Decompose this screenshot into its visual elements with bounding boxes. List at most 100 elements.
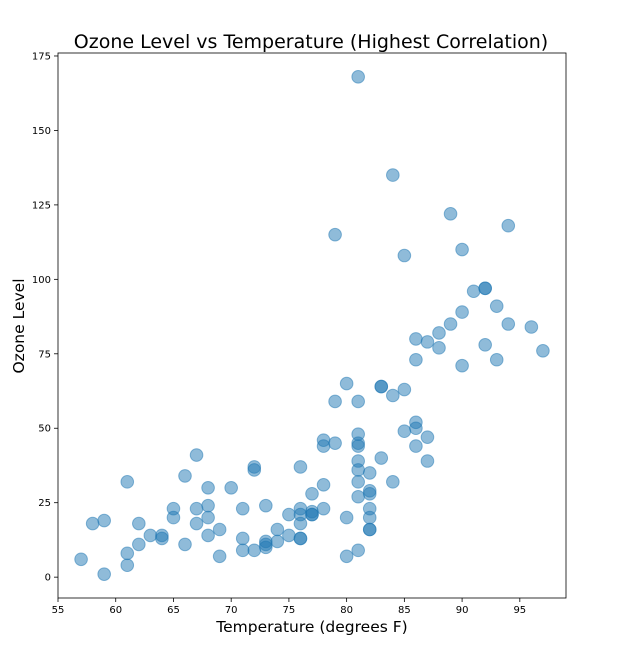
data-point <box>212 522 227 537</box>
x-tick-label: 70 <box>225 605 238 616</box>
data-point <box>166 510 181 525</box>
x-tick-label: 55 <box>52 605 65 616</box>
y-tick-label: 75 <box>38 349 51 360</box>
y-axis-label: Ozone Level <box>10 278 28 373</box>
data-point <box>74 552 88 567</box>
data-point <box>362 486 377 501</box>
data-point <box>212 549 227 564</box>
data-point <box>178 537 192 552</box>
data-point <box>328 227 342 242</box>
x-axis-label: Temperature (degrees F) <box>215 618 407 636</box>
data-point <box>235 501 250 516</box>
data-point <box>85 516 100 531</box>
x-axis-ticks: 55 60 65 70 75 80 85 90 95 <box>52 598 526 616</box>
data-point <box>409 439 423 453</box>
x-tick-label: 60 <box>109 605 122 616</box>
data-point <box>501 218 516 233</box>
data-point <box>420 454 435 468</box>
x-tick-label: 80 <box>340 605 353 616</box>
data-point <box>420 335 435 349</box>
data-point <box>374 379 389 394</box>
data-point <box>489 352 504 367</box>
data-point <box>524 320 539 334</box>
data-point <box>97 513 111 528</box>
points-layer <box>74 70 550 581</box>
y-tick-label: 50 <box>38 424 51 435</box>
data-point <box>201 528 215 543</box>
data-point <box>478 281 492 296</box>
data-point <box>224 481 238 495</box>
x-tick-label: 95 <box>513 605 526 616</box>
data-point <box>293 460 308 474</box>
data-point <box>328 394 342 409</box>
data-point <box>432 341 446 355</box>
data-point <box>316 501 331 516</box>
data-point <box>282 507 296 522</box>
data-point <box>339 376 354 391</box>
data-point <box>397 382 412 397</box>
data-point <box>420 430 435 444</box>
data-point <box>259 540 273 555</box>
data-point <box>305 486 319 501</box>
data-point <box>235 543 250 558</box>
data-point <box>328 436 342 450</box>
data-point <box>189 516 204 531</box>
data-point <box>501 317 516 331</box>
y-tick-label: 0 <box>45 573 51 584</box>
data-point <box>235 531 250 546</box>
data-point <box>351 394 365 409</box>
y-tick-label: 150 <box>32 126 51 137</box>
data-point <box>351 70 365 84</box>
data-point <box>120 546 135 561</box>
data-point <box>386 168 400 182</box>
data-point <box>247 463 262 477</box>
data-point <box>455 305 469 319</box>
y-tick-label: 100 <box>32 275 51 286</box>
data-point <box>432 326 446 340</box>
data-point <box>178 469 192 483</box>
data-point <box>386 388 400 403</box>
data-point <box>120 558 135 573</box>
data-point <box>339 510 354 525</box>
data-point <box>155 531 169 546</box>
data-point <box>97 567 111 581</box>
data-point <box>362 522 377 537</box>
data-point <box>351 475 365 489</box>
data-point <box>409 352 423 367</box>
data-point <box>293 531 308 546</box>
data-point <box>351 463 365 477</box>
x-tick-label: 75 <box>283 605 296 616</box>
x-tick-label: 90 <box>456 605 469 616</box>
data-point <box>247 543 262 558</box>
data-point <box>455 358 469 373</box>
data-point <box>397 424 412 439</box>
data-point <box>201 510 215 525</box>
data-point <box>293 516 308 531</box>
data-point <box>443 207 458 221</box>
data-point <box>259 498 273 513</box>
data-point <box>143 528 158 543</box>
y-tick-label: 125 <box>32 200 51 211</box>
data-point <box>443 317 458 331</box>
data-point <box>316 439 331 453</box>
plot-frame <box>57 52 567 599</box>
data-point <box>351 489 365 504</box>
data-point <box>536 344 550 358</box>
data-point <box>201 481 215 495</box>
data-point <box>351 439 365 453</box>
data-point <box>374 451 389 465</box>
data-point <box>409 332 423 346</box>
data-point <box>132 516 146 531</box>
data-point <box>270 522 285 537</box>
data-point <box>132 537 146 552</box>
data-point <box>478 338 492 352</box>
y-tick-label: 175 <box>32 51 51 62</box>
data-point <box>189 448 204 462</box>
data-point <box>362 510 377 525</box>
data-point <box>201 498 215 513</box>
data-point <box>270 534 285 549</box>
x-tick-label: 85 <box>398 605 411 616</box>
y-axis-ticks: 0 25 50 75 100 125 150 175 <box>32 51 58 584</box>
